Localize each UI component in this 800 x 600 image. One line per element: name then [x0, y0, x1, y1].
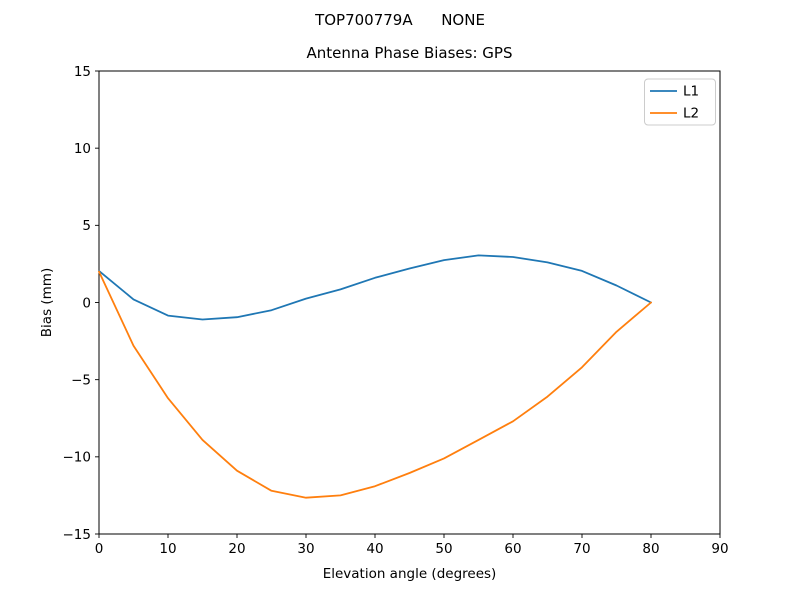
- axis-ticks: [95, 70, 721, 538]
- y-axis-tick-labels: −15 −10 −5 0 5 10 15: [63, 64, 92, 543]
- x-tick-label: 20: [228, 541, 245, 557]
- x-tick-label: 0: [95, 541, 104, 557]
- legend: L1 L2: [644, 78, 716, 126]
- series-line-l2: [98, 270, 652, 499]
- x-axis-tick-labels: 0 10 20 30 40 50 60 70 80 90: [95, 541, 729, 557]
- y-tick-label: 5: [82, 218, 91, 234]
- y-tick-label: 15: [74, 64, 91, 80]
- x-tick-label: 40: [366, 541, 383, 557]
- data-series-lines: [98, 254, 652, 499]
- x-tick-label: 50: [435, 541, 452, 557]
- legend-box: [644, 78, 716, 126]
- y-tick-label: −15: [63, 527, 92, 543]
- legend-label-l2: L2: [683, 106, 699, 122]
- series-line-l1: [98, 254, 652, 321]
- x-tick-label: 70: [573, 541, 590, 557]
- y-axis-label: Bias (mm): [39, 268, 55, 337]
- y-tick-label: −10: [63, 450, 92, 466]
- y-tick-label: 10: [74, 141, 91, 157]
- figure-suptitle: TOP700779A NONE: [314, 11, 485, 29]
- y-tick-label: 0: [82, 295, 91, 311]
- x-tick-label: 90: [711, 541, 728, 557]
- x-tick-label: 60: [504, 541, 521, 557]
- x-tick-label: 80: [642, 541, 659, 557]
- legend-label-l1: L1: [683, 84, 699, 100]
- plot-area-frame: [98, 70, 721, 535]
- x-axis-label: Elevation angle (degrees): [323, 566, 497, 582]
- y-tick-label: −5: [71, 372, 91, 388]
- x-tick-label: 10: [159, 541, 176, 557]
- x-tick-label: 30: [297, 541, 314, 557]
- chart-title: Antenna Phase Biases: GPS: [307, 44, 513, 62]
